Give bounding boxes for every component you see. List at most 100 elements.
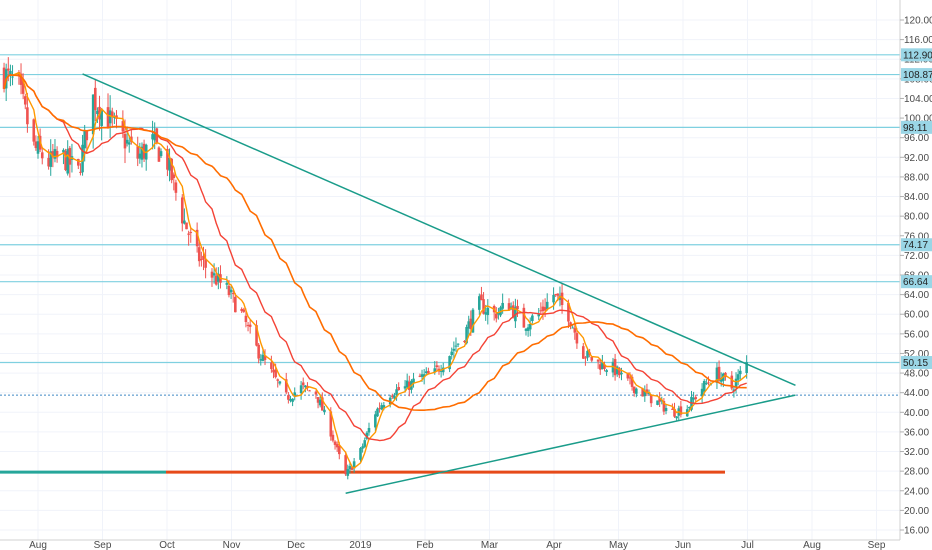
price-level-label: 98.11 (903, 123, 928, 134)
candle-body (293, 392, 297, 397)
x-tick-label: Oct (159, 540, 175, 550)
candle-body (242, 309, 246, 312)
candle-body (274, 369, 277, 378)
candle-body (195, 229, 199, 247)
candle-body (257, 344, 260, 359)
candle-body (51, 151, 55, 158)
candle-body (376, 408, 379, 417)
candle-body (47, 157, 50, 167)
y-tick-label: 92.00 (904, 153, 929, 164)
price-level-tag (901, 68, 932, 82)
candle-body (543, 307, 547, 311)
candle-body (707, 382, 710, 384)
candle-body (435, 365, 439, 368)
candle-body (304, 385, 307, 388)
candle-body (210, 271, 214, 278)
candle-body (424, 371, 428, 374)
candle-body (348, 466, 352, 470)
candle-body (291, 398, 294, 402)
candle-body (246, 324, 250, 326)
candle-body (692, 397, 695, 400)
candle-body (214, 275, 218, 285)
candle-body (671, 408, 674, 410)
y-tick-label: 52.00 (904, 349, 929, 360)
candle-body (736, 374, 740, 380)
candle-body (405, 380, 409, 388)
candle-body (730, 375, 734, 389)
candle-body (23, 96, 27, 105)
candle-body (554, 293, 557, 295)
price-level-label: 112.90 (903, 50, 932, 61)
candle-body (734, 378, 738, 388)
candle-body (151, 134, 154, 140)
candle-body (478, 296, 481, 310)
candle-body (645, 389, 649, 394)
candle-body (745, 362, 748, 374)
candle-body (259, 359, 263, 361)
candle-body (427, 370, 430, 374)
candle-body (382, 405, 386, 408)
candle-body (641, 388, 644, 397)
candle-body (380, 405, 384, 410)
trend-line-upper[interactable] (82, 73, 796, 387)
candle-body (630, 376, 634, 387)
candle-body (329, 411, 333, 437)
y-tick-label: 24.00 (904, 486, 929, 497)
candle-body (68, 147, 72, 165)
candle-body (263, 355, 267, 360)
candle-body (494, 313, 498, 319)
candle-body (344, 455, 347, 475)
candle-body (603, 364, 606, 369)
candle-body (480, 294, 483, 301)
x-tick-label: May (609, 540, 628, 550)
y-tick-label: 84.00 (904, 192, 929, 203)
candle-body (516, 305, 519, 310)
x-tick-label: Sep (94, 540, 112, 550)
x-tick-label: Apr (546, 540, 562, 550)
candle-body (528, 323, 532, 330)
grid (0, 0, 900, 540)
moving-averages (3, 71, 748, 469)
y-tick-label: 116.00 (904, 35, 932, 46)
candle-body (77, 158, 80, 166)
trend-line-lower[interactable] (345, 394, 796, 494)
candle-body (308, 390, 311, 392)
candle-body (539, 310, 543, 312)
price-level-label: 50.15 (903, 358, 928, 369)
candle-body (227, 285, 231, 296)
y-tick-label: 28.00 (904, 467, 929, 478)
y-tick-label: 120.00 (904, 16, 932, 27)
candle-body (85, 130, 89, 141)
candle-body (541, 306, 545, 312)
candle-body (21, 79, 25, 94)
candle-body (560, 292, 564, 306)
candle-body (225, 283, 229, 285)
candle-body (6, 68, 10, 71)
candle-body (571, 327, 574, 329)
y-tick-label: 40.00 (904, 408, 929, 419)
candle-body (352, 461, 356, 469)
candle-body (393, 395, 396, 399)
candle-body (180, 197, 184, 224)
candle-body (200, 259, 203, 261)
candle-body (598, 364, 602, 370)
candle-body (626, 372, 630, 379)
x-tick-label: Sep (868, 540, 886, 550)
candle-body (234, 296, 237, 313)
candle-body (204, 259, 207, 268)
price-level-tag (901, 238, 932, 252)
y-tick-label: 36.00 (904, 427, 929, 438)
time-axis[interactable]: Aug Sep Oct Nov Dec 2019 Feb Mar Apr May Jun Jul Aug… (29, 540, 886, 550)
x-tick-label: Nov (223, 540, 241, 550)
candle-body (100, 109, 103, 126)
x-tick-label: Aug (803, 540, 821, 550)
candle-body (567, 302, 570, 322)
x-tick-label: Aug (29, 540, 47, 550)
candle-body (331, 434, 335, 441)
candle-body (333, 441, 337, 445)
candle-body (526, 327, 530, 331)
candle-body (452, 348, 456, 351)
y-tick-label: 96.00 (904, 133, 929, 144)
candle-body (2, 67, 6, 89)
ma-mid-line (3, 74, 747, 442)
